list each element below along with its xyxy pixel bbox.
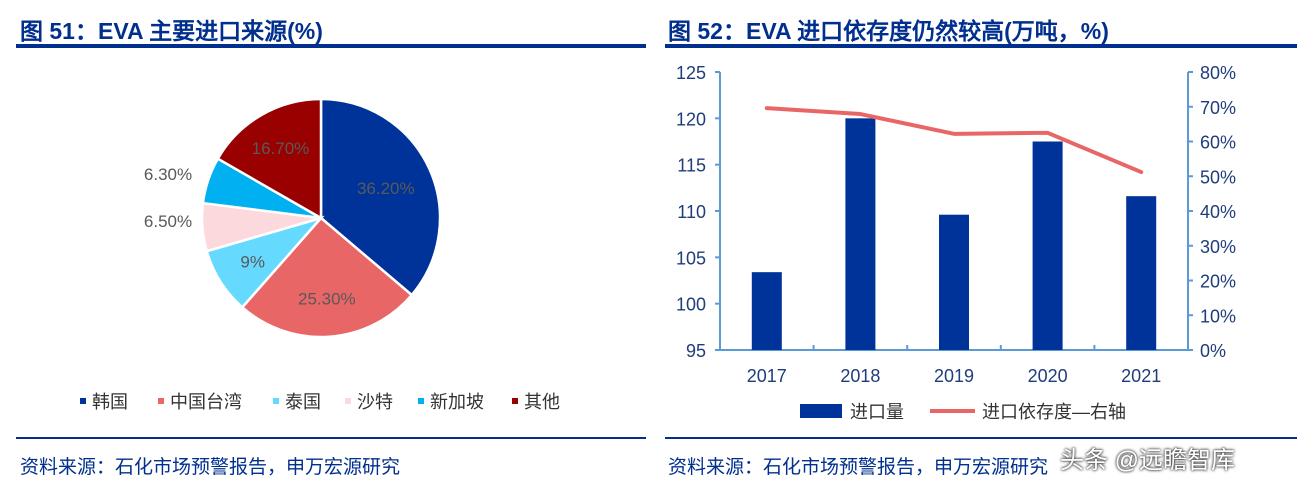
left-chart-title: 图 51：EVA 主要进口来源(%) [20,18,323,44]
x-tick-label: 2020 [1028,366,1068,386]
legend-label-其他: 其他 [524,392,560,412]
y-tick-label: 120 [676,109,706,129]
legend-marker [158,398,164,404]
y2-tick-label: 10% [1200,306,1236,326]
y-tick-label: 100 [676,295,706,315]
x-tick-label: 2019 [934,366,974,386]
pie-slice-韩国 [319,97,442,297]
y2-tick-label: 0% [1200,341,1226,361]
y2-tick-label: 80% [1200,63,1236,83]
bar-2021 [1126,196,1157,350]
legend-label-韩国: 韩国 [92,392,128,412]
pie-slice-中国台湾 [240,216,414,339]
bar-2020 [1032,141,1063,350]
pie-data-label: 6.30% [144,165,192,184]
y-tick-label: 95 [686,341,706,361]
legend-label-中国台湾: 中国台湾 [170,392,242,412]
x-tick-label: 2017 [747,366,787,386]
y-tick-label: 125 [676,63,706,83]
pie-data-label: 6.50% [144,212,192,231]
y2-tick-label: 60% [1200,133,1236,153]
right-title-divider [665,44,1297,48]
y-tick-label: 110 [677,202,706,222]
legend-label-泰国: 泰国 [285,392,321,412]
y2-tick-label: 30% [1200,237,1236,257]
pie-slice-其他 [216,97,323,221]
legend-label-line: 进口依存度—右轴 [982,402,1126,422]
pie-data-label: 36.20% [357,179,415,198]
legend-marker-bar [800,404,842,418]
left-source-note: 资料来源：石化市场预警报告，申万宏源研究 [20,457,401,478]
pie-data-label: 9% [240,252,265,271]
right-footer-divider [665,437,1297,439]
x-tick-label: 2021 [1121,366,1161,386]
right-source-note: 资料来源：石化市场预警报告，申万宏源研究 [668,457,1049,478]
x-tick-label: 2018 [840,366,880,386]
pie-data-label: 25.30% [298,290,356,309]
pie-data-label: 16.70% [252,139,310,158]
watermark: 头条 @远瞻智库 [1060,447,1236,474]
legend-marker [418,398,424,404]
legend-marker [512,398,518,404]
y2-tick-label: 50% [1200,167,1236,187]
y2-tick-label: 20% [1200,272,1236,292]
bar-2017 [751,272,782,350]
left-title-divider [16,44,646,48]
legend-marker [273,398,279,404]
y-tick-label: 105 [676,248,706,268]
legend-label-沙特: 沙特 [357,392,393,412]
bar-2018 [845,118,876,350]
legend-label-bar: 进口量 [850,402,904,422]
y-tick-label: 115 [677,156,706,176]
legend-label-新加坡: 新加坡 [430,392,484,412]
left-footer-divider [16,437,646,439]
legend-marker [80,398,86,404]
y2-tick-label: 70% [1200,98,1236,118]
line-dependency [764,106,1144,175]
right-chart-title: 图 52：EVA 进口依存度仍然较高(万吨，%) [668,18,1109,44]
bar-2019 [939,214,969,350]
legend-marker [345,398,351,404]
y2-tick-label: 40% [1200,202,1236,222]
